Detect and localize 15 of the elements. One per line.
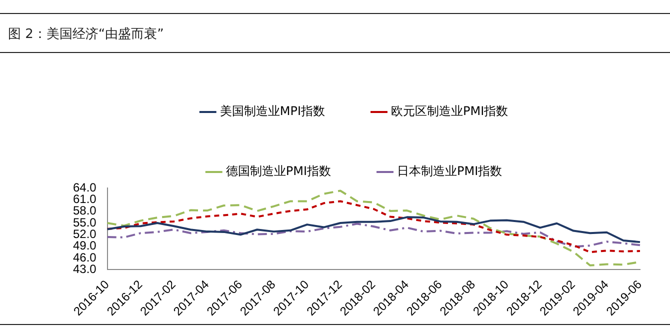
y-tick-label: 64.0 — [72, 180, 97, 194]
y-tick-label: 61.0 — [72, 192, 97, 206]
y-tick-label: 52.0 — [72, 226, 97, 241]
legend-label: 日本制造业PMI指数 — [397, 164, 502, 178]
y-tick-label: 58.0 — [72, 204, 97, 218]
y-tick-label: 43.0 — [72, 262, 97, 276]
chart-title: 图 2：美国经济“由盛而衰” — [0, 13, 670, 53]
y-tick-label: 55.0 — [72, 215, 97, 230]
y-tick-label: 49.0 — [72, 238, 97, 253]
legend-label: 欧元区制造业PMI指数 — [391, 104, 508, 118]
y-tick-label: 46.0 — [72, 250, 97, 264]
line-series — [106, 200, 641, 254]
legend-label: 德国制造业PMI指数 — [226, 164, 332, 178]
line-series — [106, 222, 641, 248]
legend-label: 美国制造业MPI指数 — [220, 104, 326, 118]
